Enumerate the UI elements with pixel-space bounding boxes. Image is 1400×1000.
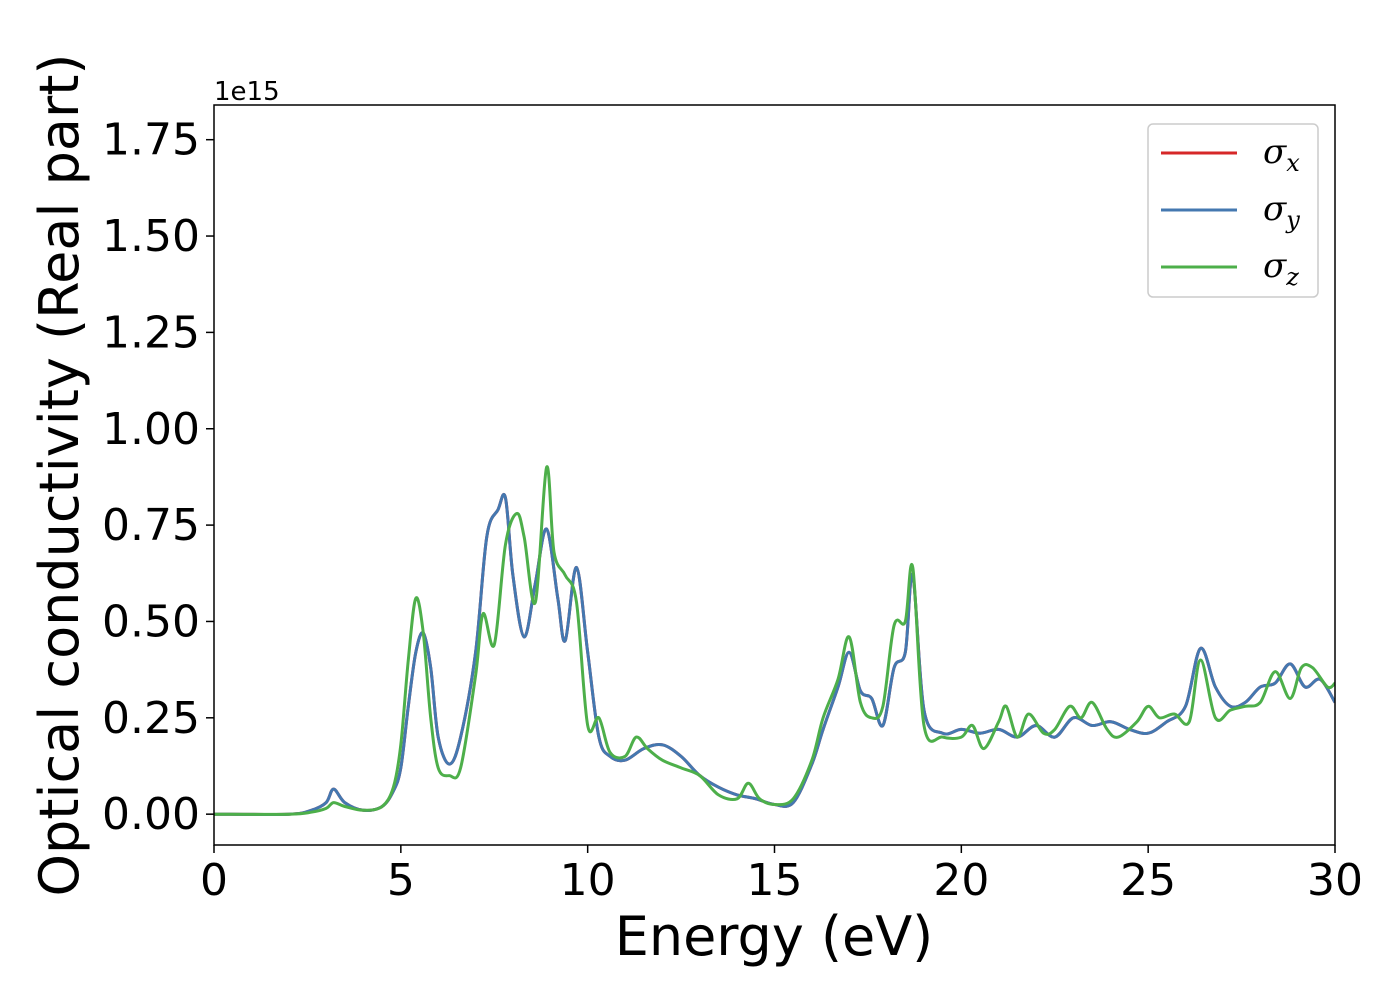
legend-symbol: σ bbox=[1263, 246, 1287, 286]
x-axis-title: Energy (eV) bbox=[615, 905, 934, 968]
legend-symbol: σ bbox=[1263, 189, 1287, 229]
y-axis: 0.00 0.25 0.50 0.75 1.00 1.25 1.50 1.75 bbox=[102, 115, 214, 840]
y-tick-label: 0.50 bbox=[102, 596, 200, 647]
series-line-z bbox=[214, 465, 1335, 816]
y-offset-label: 1e15 bbox=[214, 77, 280, 107]
legend-subscript: z bbox=[1285, 263, 1299, 291]
y-tick-label: 1.25 bbox=[102, 307, 200, 358]
x-axis: 0 5 10 15 20 25 30 bbox=[200, 845, 1363, 906]
legend-subscript: x bbox=[1286, 149, 1300, 177]
y-tick-label: 0.00 bbox=[102, 789, 200, 840]
series-layer bbox=[214, 465, 1335, 816]
y-tick-label: 0.25 bbox=[102, 693, 200, 744]
y-tick-label: 0.75 bbox=[102, 500, 200, 551]
y-tick-label: 1.75 bbox=[102, 115, 200, 166]
legend-label-y: σy bbox=[1263, 189, 1300, 234]
x-tick-label: 30 bbox=[1307, 855, 1363, 906]
x-tick-label: 20 bbox=[933, 855, 989, 906]
x-tick-label: 25 bbox=[1120, 855, 1176, 906]
legend-label-z: σz bbox=[1263, 246, 1299, 291]
legend-symbol: σ bbox=[1263, 132, 1287, 172]
x-tick-label: 0 bbox=[200, 855, 228, 906]
legend-label-x: σx bbox=[1263, 132, 1300, 177]
x-tick-label: 15 bbox=[747, 855, 803, 906]
x-tick-label: 10 bbox=[560, 855, 616, 906]
y-tick-label: 1.50 bbox=[102, 211, 200, 262]
y-tick-label: 1.00 bbox=[102, 404, 200, 455]
x-tick-label: 5 bbox=[387, 855, 415, 906]
y-axis-title: Optical conductivity (Real part) bbox=[28, 54, 91, 897]
legend-subscript: y bbox=[1285, 206, 1300, 234]
